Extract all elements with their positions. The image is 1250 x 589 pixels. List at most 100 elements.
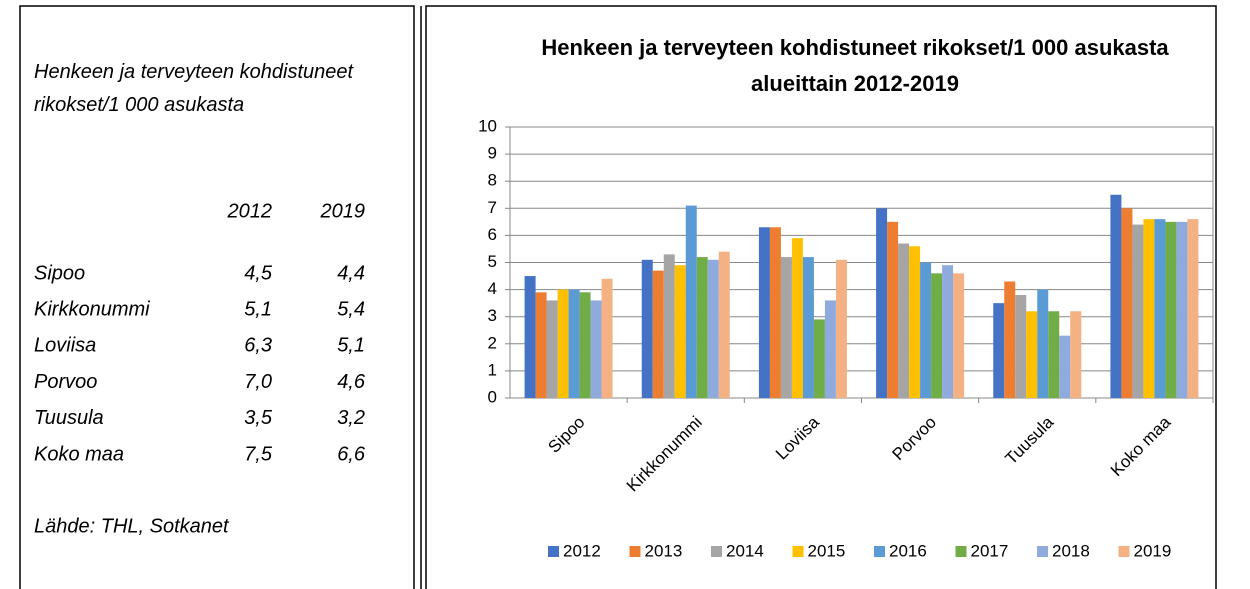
bar [942, 265, 954, 398]
legend-label: 2017 [971, 541, 1009, 560]
bar [1187, 219, 1199, 398]
cell-value: 3,5 [244, 407, 273, 429]
row-label: Loviisa [34, 335, 96, 357]
cell-value: 6,6 [337, 443, 366, 465]
y-tick-label: 8 [488, 171, 497, 190]
bar [601, 278, 613, 398]
bar [1121, 208, 1133, 398]
legend-label: 2019 [1134, 541, 1172, 560]
y-tick-label: 9 [488, 144, 497, 163]
row-label: Kirkkonummi [34, 298, 150, 320]
bar [813, 319, 825, 398]
legend-swatch [548, 546, 559, 557]
source: Lähde: THL, Sotkanet [34, 515, 230, 537]
bar [524, 276, 536, 398]
cell-value: 5,1 [337, 335, 365, 357]
bar [1037, 289, 1049, 398]
cell-value: 7,0 [244, 371, 272, 393]
legend-label: 2015 [808, 541, 846, 560]
legend-label: 2012 [563, 541, 601, 560]
cell-value: 7,5 [244, 443, 273, 465]
y-tick-label: 10 [478, 116, 497, 135]
bar [546, 300, 558, 398]
bar [876, 208, 888, 398]
y-tick-label: 6 [488, 225, 497, 244]
cell-value: 4,6 [337, 371, 366, 393]
y-tick-label: 5 [488, 252, 497, 271]
y-tick-label: 3 [488, 306, 497, 325]
bar [1004, 281, 1016, 398]
right-box [425, 5, 1217, 589]
bar [568, 289, 580, 398]
bar [674, 265, 686, 398]
cell-value: 5,1 [244, 298, 272, 320]
bar [652, 270, 664, 398]
bar [769, 227, 781, 398]
y-tick-label: 1 [488, 360, 497, 379]
bar [1026, 311, 1038, 398]
bar [758, 227, 770, 398]
bar [1154, 219, 1166, 398]
bar [993, 303, 1005, 398]
row-label: Tuusula [34, 407, 104, 429]
x-tick-label: Loviisa [772, 412, 823, 463]
bar [1015, 295, 1027, 398]
legend-swatch [792, 546, 804, 557]
bar [887, 221, 899, 398]
chart-title: Henkeen ja terveyteen kohdistuneet rikok… [541, 35, 1169, 96]
cell-value: 3,2 [337, 407, 365, 429]
column-header: 2019 [320, 200, 366, 222]
bar [791, 238, 803, 398]
cell-value: 4,4 [337, 262, 365, 284]
bar [1176, 221, 1188, 398]
bar [590, 300, 602, 398]
panel-title: Henkeen ja terveyteen kohdistuneet rikok… [34, 61, 354, 116]
legend-label: 2016 [889, 541, 927, 560]
bar [920, 262, 932, 398]
legend-swatch [1118, 546, 1130, 557]
bar [802, 257, 814, 398]
bar [1048, 311, 1060, 398]
bar [685, 205, 697, 398]
cell-value: 4,5 [244, 262, 273, 284]
bar [1110, 194, 1122, 398]
x-tick-label: Porvoo [889, 413, 941, 465]
bar [1165, 221, 1177, 398]
y-tick-label: 7 [488, 198, 497, 217]
legend-label: 2014 [726, 541, 764, 560]
bar [1132, 224, 1144, 398]
bar [931, 273, 943, 398]
y-tick-label: 0 [488, 387, 497, 406]
bar [535, 292, 547, 398]
legend-swatch [629, 546, 641, 557]
x-tick-label: Sipoo [544, 413, 588, 457]
bar [663, 254, 675, 398]
bar [835, 259, 847, 398]
legend-swatch [711, 546, 722, 557]
y-tick-label: 2 [488, 333, 497, 352]
legend-label: 2013 [645, 541, 683, 560]
bar [718, 251, 730, 398]
x-tick-label: Koko maa [1107, 412, 1175, 480]
bar [898, 243, 910, 398]
bar [780, 257, 792, 398]
left-box [19, 5, 415, 589]
legend-swatch [955, 546, 967, 557]
x-tick-label: Kirkkonummi [623, 413, 706, 496]
bar [641, 259, 653, 398]
bar [557, 289, 569, 398]
bar [824, 300, 836, 398]
legend-label: 2018 [1052, 541, 1090, 560]
legend-swatch [1037, 546, 1048, 557]
bar [953, 273, 965, 398]
cell-value: 6,3 [244, 335, 272, 357]
bar [696, 257, 708, 398]
legend-swatch [874, 546, 885, 557]
bar [1143, 219, 1155, 398]
x-tick-label: Tuusula [1001, 412, 1057, 468]
bar [707, 259, 719, 398]
row-label: Porvoo [34, 371, 97, 393]
row-label: Sipoo [34, 262, 85, 284]
